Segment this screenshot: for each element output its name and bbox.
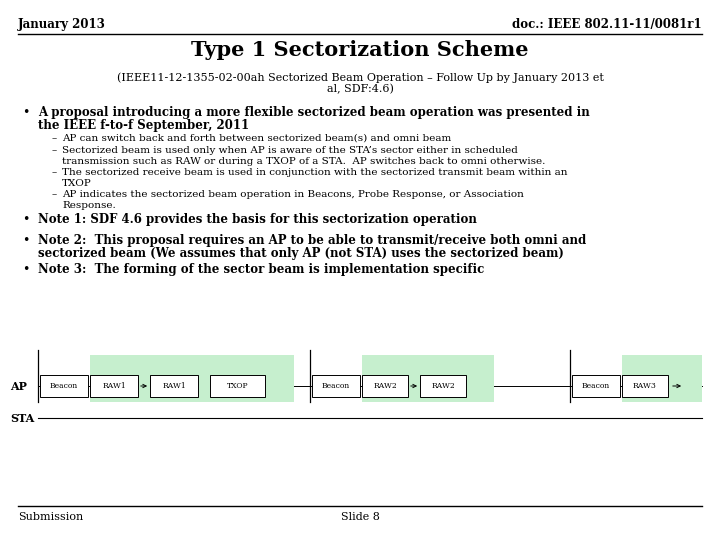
Text: •: • <box>22 213 30 226</box>
Text: Submission: Submission <box>18 512 84 522</box>
Text: –: – <box>52 134 58 143</box>
Text: Note 2:  This proposal requires an AP to be able to transmit/receive both omni a: Note 2: This proposal requires an AP to … <box>38 234 586 247</box>
Bar <box>572 375 620 397</box>
Text: A proposal introducing a more flexible sectorized beam operation was presented i: A proposal introducing a more flexible s… <box>38 106 590 119</box>
Bar <box>90 355 294 402</box>
Bar <box>622 375 668 397</box>
Bar <box>150 375 198 397</box>
Bar <box>40 375 88 397</box>
Text: AP can switch back and forth between sectorized beam(s) and omni beam: AP can switch back and forth between sec… <box>62 134 451 143</box>
Text: doc.: IEEE 802.11-11/0081r1: doc.: IEEE 802.11-11/0081r1 <box>513 18 702 31</box>
Text: Note 3:  The forming of the sector beam is implementation specific: Note 3: The forming of the sector beam i… <box>38 263 485 276</box>
Text: AP: AP <box>10 381 27 392</box>
Text: (IEEE11-12-1355-02-00ah Sectorized Beam Operation – Follow Up by January 2013 et: (IEEE11-12-1355-02-00ah Sectorized Beam … <box>117 72 603 83</box>
Text: The sectorized receive beam is used in conjunction with the sectorized transmit : The sectorized receive beam is used in c… <box>62 168 567 177</box>
Text: •: • <box>22 263 30 276</box>
Text: January 2013: January 2013 <box>18 18 106 31</box>
Text: al, SDF:4.6): al, SDF:4.6) <box>327 84 393 94</box>
Text: Note 1: SDF 4.6 provides the basis for this sectorization operation: Note 1: SDF 4.6 provides the basis for t… <box>38 213 477 226</box>
Text: Sectorized beam is used only when AP is aware of the STA’s sector either in sche: Sectorized beam is used only when AP is … <box>62 146 518 155</box>
Text: sectorized beam (We assumes that only AP (not STA) uses the sectorized beam): sectorized beam (We assumes that only AP… <box>38 247 564 260</box>
Bar <box>210 375 265 397</box>
Bar <box>90 375 138 397</box>
Text: RAW1: RAW1 <box>162 382 186 390</box>
Text: AP indicates the sectorized beam operation in Beacons, Probe Response, or Associ: AP indicates the sectorized beam operati… <box>62 190 524 199</box>
Text: Beacon: Beacon <box>322 382 350 390</box>
Text: •: • <box>22 106 30 119</box>
Text: TXOP: TXOP <box>227 382 248 390</box>
Text: RAW2: RAW2 <box>373 382 397 390</box>
Bar <box>420 375 466 397</box>
Text: RAW2: RAW2 <box>431 382 455 390</box>
Text: Response.: Response. <box>62 201 116 210</box>
Text: –: – <box>52 168 58 177</box>
Text: –: – <box>52 146 58 155</box>
Text: Beacon: Beacon <box>582 382 610 390</box>
Text: Type 1 Sectorization Scheme: Type 1 Sectorization Scheme <box>192 40 528 60</box>
Bar <box>622 355 702 402</box>
Text: Beacon: Beacon <box>50 382 78 390</box>
Text: Slide 8: Slide 8 <box>341 512 379 522</box>
Text: RAW1: RAW1 <box>102 382 126 390</box>
Text: the IEEE f-to-f September, 2011: the IEEE f-to-f September, 2011 <box>38 119 249 132</box>
Bar <box>362 355 494 402</box>
Bar <box>312 375 360 397</box>
Text: transmission such as RAW or during a TXOP of a STA.  AP switches back to omni ot: transmission such as RAW or during a TXO… <box>62 157 545 166</box>
Text: –: – <box>52 190 58 199</box>
Text: •: • <box>22 234 30 247</box>
Text: STA: STA <box>10 413 35 423</box>
Bar <box>362 375 408 397</box>
Text: TXOP: TXOP <box>62 179 91 188</box>
Text: RAW3: RAW3 <box>633 382 657 390</box>
